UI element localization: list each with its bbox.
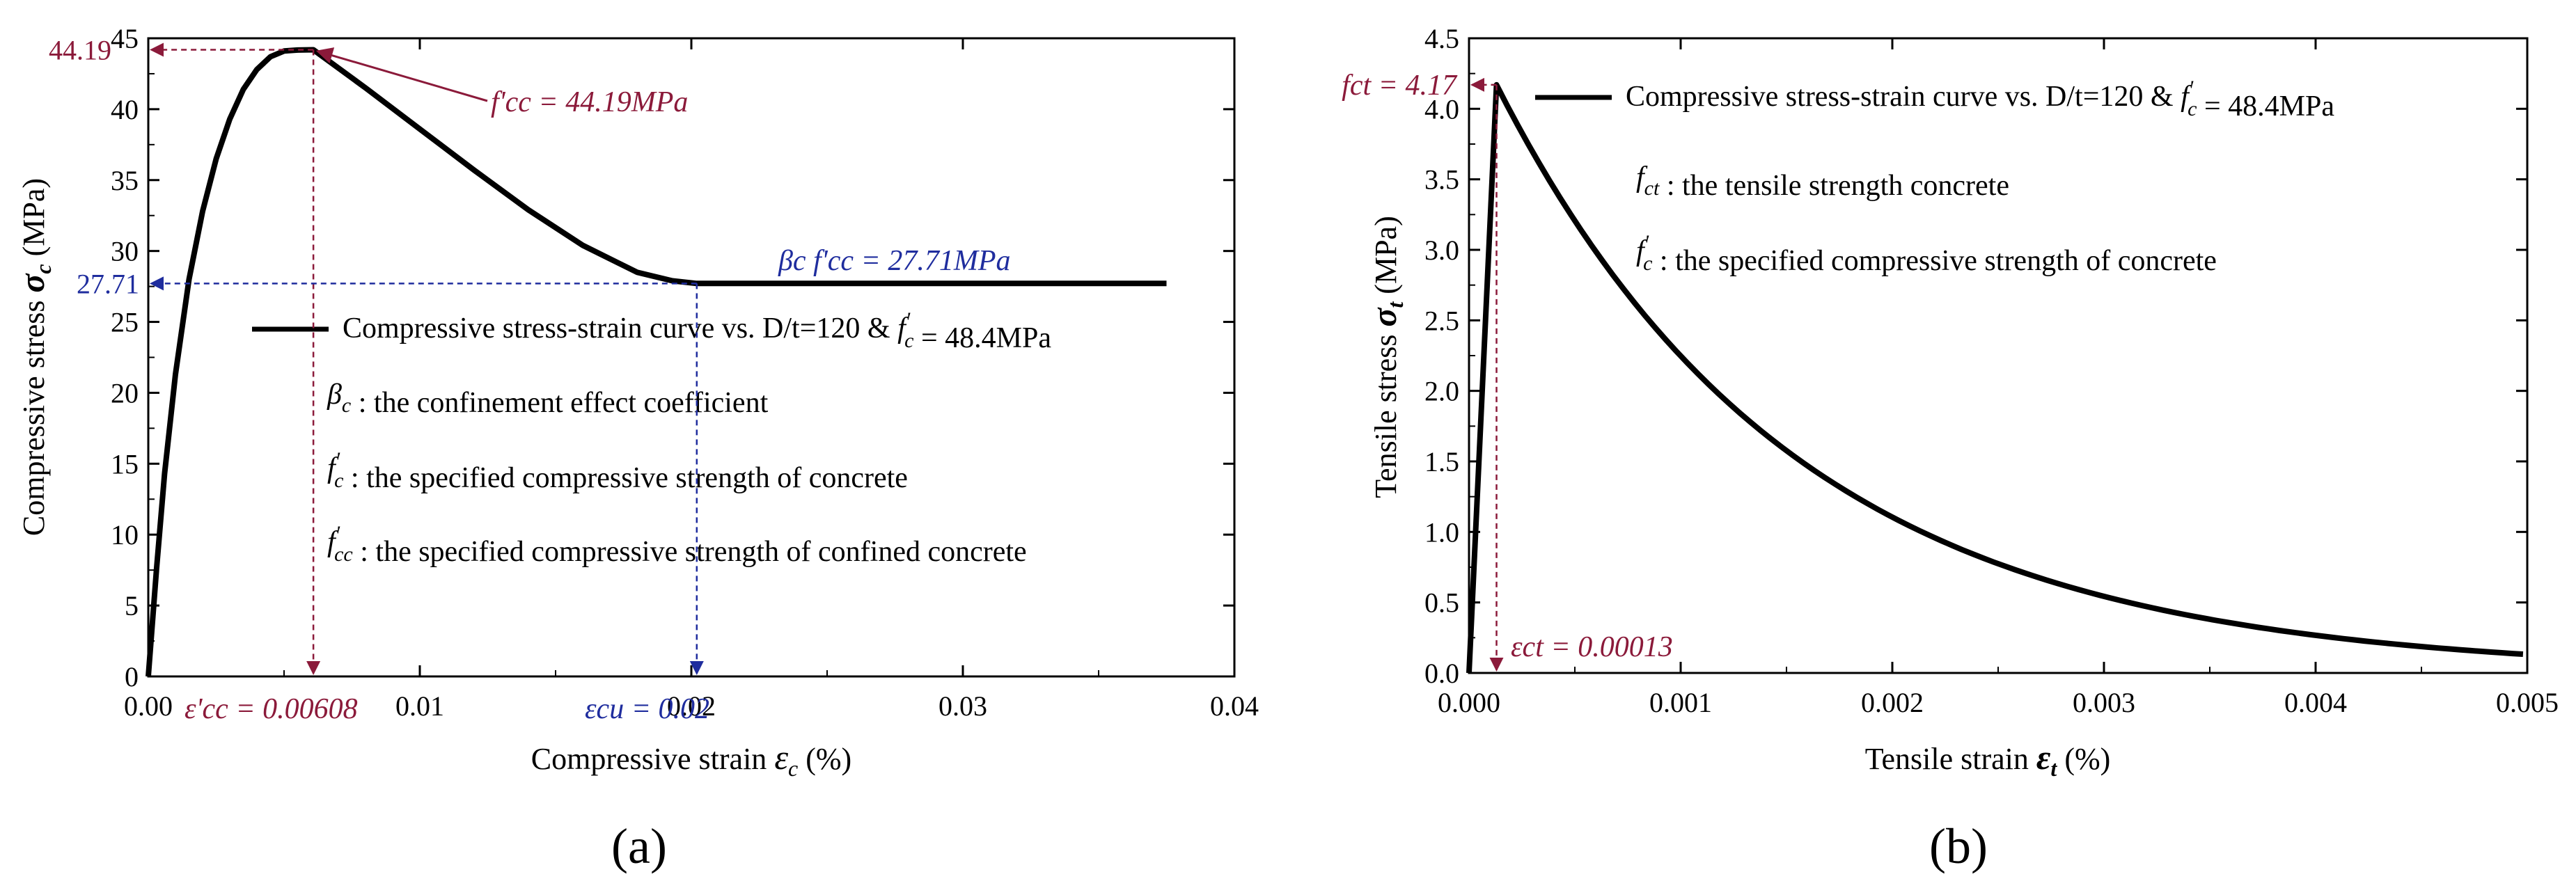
panel-label-a: (a) [611,818,667,874]
x-tick-label: 0.00 [124,690,173,722]
y-tick-label: 2.5 [1424,305,1459,336]
x-axis-title-a: Compressive strain εc (%) [531,738,851,781]
legend-label: Compressive stress-strain curve vs. D/t=… [343,308,1051,354]
definition-item: f' c : the specified compressive strength… [327,448,908,494]
y-tick-label: 0.5 [1424,587,1459,619]
y-tick-label: 4.0 [1424,93,1459,125]
peak-stress-value: 44.19 [49,35,111,66]
y-tick-label: 25 [111,307,139,338]
y-axis-title-a: Compressive stress σc (MPa) [13,178,56,536]
y-tick-label: 1.0 [1424,516,1459,548]
x-axis-a: 0.00 0.01 0.02 0.03 0.04 [124,38,1259,722]
y-axis-b: 0.0 0.5 1.0 1.5 2.0 2.5 3.0 3.5 4.0 4.5 [1424,23,2527,689]
y-tick-label: 35 [111,165,139,196]
y-tick-label: 3.0 [1424,235,1459,266]
peak-strain-label: εct = 0.00013 [1511,631,1673,663]
y-tick-label: 0 [125,661,139,692]
y-tick-label: 4.5 [1424,23,1459,54]
peak-stress-label: f'cc = 44.19MPa [491,86,688,118]
definition-item: f' cc : the specified compressive strengt… [327,522,1027,568]
x-tick-label: 0.002 [1861,687,1924,718]
y-tick-label: 45 [111,23,139,54]
stress-strain-curve-a [146,47,1167,677]
peak-callout-arrow [315,47,488,102]
peak-stress-label: fct = 4.17 [1342,70,1458,102]
x-axis-b: 0.000 0.001 0.002 0.003 0.004 0.005 [1438,38,2559,718]
y-tick-label: 20 [111,377,139,409]
y-tick-label: 1.5 [1424,446,1459,477]
panel-label-b: (b) [1929,818,1988,874]
x-tick-label: 0.005 [2496,687,2559,718]
plot-frame-a [147,37,1236,678]
x-tick-label: 0.04 [1210,690,1259,722]
ultimate-strain-label: εcu = 0.02 [585,693,709,725]
definition-item: f' c : the specified compressive strength… [1636,231,2217,277]
x-tick-label: 0.001 [1649,687,1712,718]
definitions-b: fct : the tensile strength concrete f' c :… [1636,161,2217,277]
legend-b: Compressive stress-strain curve vs. D/t=… [1535,77,2334,122]
annotations-b: fct = 4.17 εct = 0.00013 [1342,70,1673,672]
y-axis-title-b: Tensile stress σt (MPa) [1365,216,1408,498]
x-tick-label: 0.03 [938,690,987,722]
annotations-a: 44.19 27.71 f'cc = 44.19MPa βc f'cc = 27.71… [49,35,1010,725]
residual-stress-label: βc f'cc = 27.71MPa [778,245,1010,277]
residual-stress-value: 27.71 [77,268,139,299]
x-axis-title-b: Tensile strain εt (%) [1865,738,2111,781]
x-tick-label: 0.004 [2284,687,2347,718]
x-tick-label: 0.01 [395,690,444,722]
y-tick-label: 30 [111,236,139,267]
stress-strain-curve-b [1466,81,2524,674]
legend-label: Compressive stress-strain curve vs. D/t=… [1626,77,2334,122]
y-tick-label: 2.0 [1424,376,1459,407]
definition-item: βc : the confinement effect coefficient [327,379,769,419]
y-tick-label: 40 [111,94,139,125]
y-axis-a: 0 5 10 15 20 25 30 35 40 45 [111,23,1234,692]
x-tick-label: 0.003 [2073,687,2135,718]
plot-frame-b [1468,37,2529,674]
y-tick-label: 10 [111,519,139,550]
definition-item: fct : the tensile strength concrete [1636,161,2009,202]
definitions-a: βc : the confinement effect coefficient f… [327,379,1027,568]
y-tick-label: 15 [111,448,139,479]
x-tick-label: 0.02 [667,690,716,722]
chart-panel-b: 0.00.51.01.52.02.53.03.54.04.5 0.000 0.00… [1342,23,2559,874]
y-tick-label: 0.0 [1424,658,1459,689]
x-tick-label: 0.000 [1438,687,1500,718]
legend-a: Compressive stress-strain curve vs. D/t=… [252,308,1051,354]
y-tick-label: 3.5 [1424,164,1459,196]
peak-strain-label: ε'cc = 0.00608 [184,693,358,725]
y-tick-label: 5 [125,590,139,621]
